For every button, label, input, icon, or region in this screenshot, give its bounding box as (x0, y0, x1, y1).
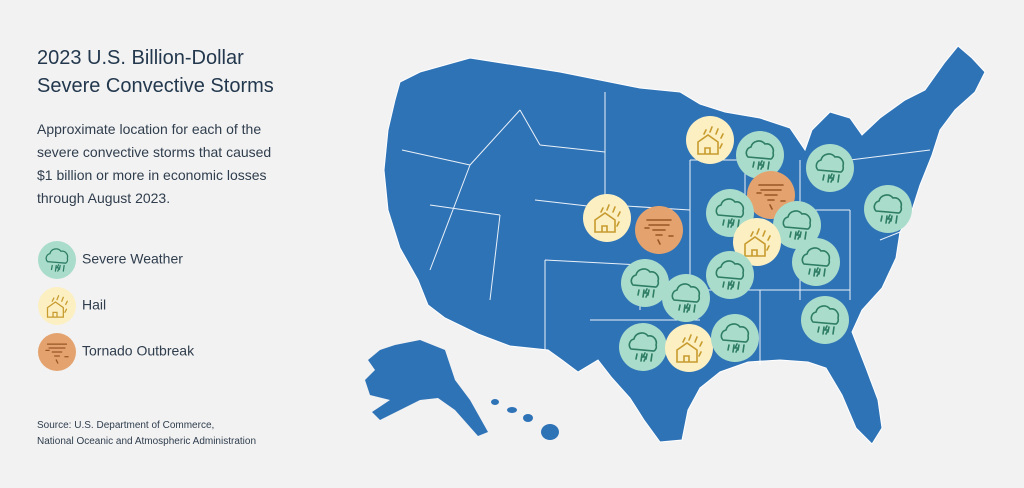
description-line: $1 billion or more in economic losses (37, 167, 267, 183)
marker-circle (864, 185, 912, 233)
severe-weather-marker (864, 185, 912, 233)
marker-icon (594, 204, 621, 233)
severe-weather-marker (621, 259, 669, 307)
marker-icon (782, 210, 812, 240)
hawaii (491, 399, 559, 440)
marker-circle (711, 314, 759, 362)
marker-icon (744, 228, 771, 257)
marker-icon (801, 247, 831, 277)
legend (38, 241, 76, 371)
marker-icon (45, 248, 69, 272)
legend-label: Tornado Outbreak (82, 343, 195, 359)
marker-icon (671, 283, 701, 313)
marker-circle (736, 131, 784, 179)
markers (583, 116, 912, 372)
marker-circle (773, 201, 821, 249)
marker-icon (745, 140, 775, 170)
marker-icon (873, 194, 903, 224)
marker-circle (38, 287, 76, 325)
source-line: Source: U.S. Department of Commerce, (37, 420, 214, 431)
marker-icon (46, 295, 68, 318)
severe-weather-marker (801, 296, 849, 344)
alaska (365, 340, 488, 436)
marker-icon (630, 268, 660, 298)
marker-icon (715, 260, 745, 290)
hail-marker (583, 194, 631, 242)
legend-label: Severe Weather (82, 251, 183, 267)
marker-icon (45, 343, 69, 364)
severe-weather-marker (662, 274, 710, 322)
marker-circle (662, 274, 710, 322)
marker-circle (38, 241, 76, 279)
marker-circle (686, 116, 734, 164)
marker-circle (801, 296, 849, 344)
marker-icon (720, 323, 750, 353)
description-line: through August 2023. (37, 190, 170, 206)
severe-weather-marker (711, 314, 759, 362)
hail-marker (733, 218, 781, 266)
severe-weather-marker (38, 241, 76, 279)
tornado-marker (38, 333, 76, 371)
severe-weather-marker (792, 238, 840, 286)
hail-marker (665, 324, 713, 372)
severe-weather-marker (619, 323, 667, 371)
hail-marker (686, 116, 734, 164)
marker-circle (583, 194, 631, 242)
marker-icon (628, 332, 658, 362)
title-line: Severe Convective Storms (37, 75, 274, 97)
marker-circle (621, 259, 669, 307)
title-line: 2023 U.S. Billion-Dollar (37, 47, 244, 69)
legend-label: Hail (82, 297, 106, 313)
source-line: National Oceanic and Atmospheric Adminis… (37, 436, 256, 447)
marker-icon (715, 198, 745, 228)
marker-circle (619, 323, 667, 371)
marker-icon (815, 153, 845, 183)
marker-circle (806, 144, 854, 192)
severe-weather-marker (773, 201, 821, 249)
text-panel: 2023 U.S. Billion-Dollar Severe Convecti… (37, 47, 274, 447)
marker-circle (665, 324, 713, 372)
hail-marker (38, 287, 76, 325)
severe-weather-marker (806, 144, 854, 192)
marker-icon (756, 184, 786, 210)
severe-weather-marker (706, 251, 754, 299)
tornado-marker (635, 206, 683, 254)
description-line: severe convective storms that caused (37, 144, 271, 160)
marker-icon (697, 126, 724, 155)
marker-circle (706, 251, 754, 299)
marker-icon (676, 334, 703, 363)
severe-weather-marker (736, 131, 784, 179)
description-line: Approximate location for each of the (37, 121, 261, 137)
marker-circle (792, 238, 840, 286)
marker-icon (644, 219, 674, 245)
marker-icon (810, 305, 840, 335)
